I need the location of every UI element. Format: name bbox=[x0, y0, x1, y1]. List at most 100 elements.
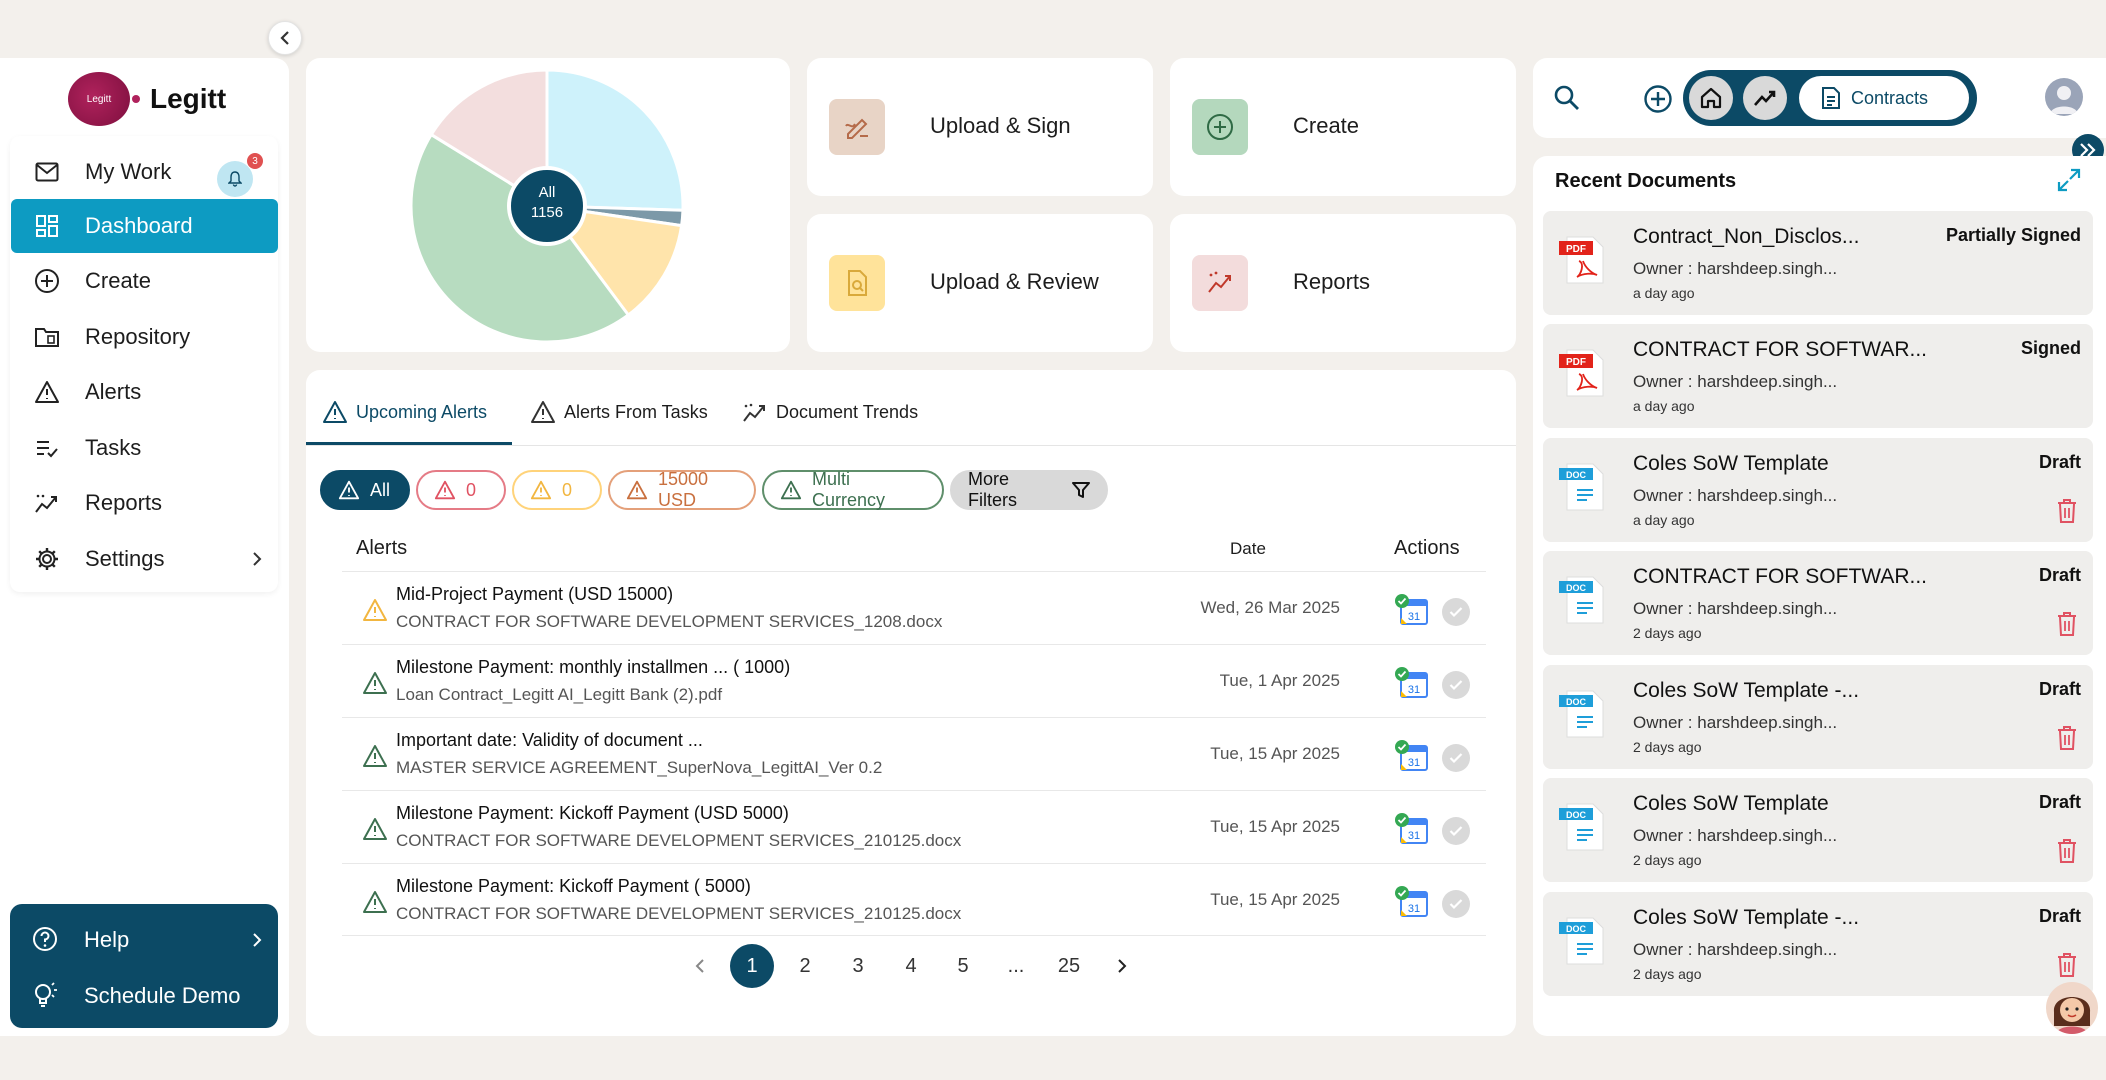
add-icon[interactable] bbox=[1643, 84, 1673, 114]
sidebar-item-create[interactable]: Create bbox=[11, 254, 278, 308]
table-row[interactable]: Milestone Payment: monthly installmen ..… bbox=[342, 644, 1486, 717]
mark-done-check-icon[interactable] bbox=[1442, 817, 1470, 845]
pie-slice-3[interactable] bbox=[543, 203, 684, 318]
sidebar-item-label: Alerts bbox=[85, 379, 142, 404]
app-logo[interactable]: Legitt Legitt bbox=[68, 72, 226, 126]
recent-document-item[interactable]: DOC CONTRACT FOR SOFTWAR... Owner : hars… bbox=[1543, 551, 2093, 655]
delete-icon[interactable] bbox=[2057, 725, 2077, 751]
pagination-page-4[interactable]: 4 bbox=[905, 954, 917, 977]
filter-chip-amount[interactable]: 15000 USD bbox=[608, 469, 756, 510]
mark-done-check-icon[interactable] bbox=[1442, 671, 1470, 699]
pagination-page-last[interactable]: 25 bbox=[1057, 954, 1081, 977]
add-to-calendar-icon[interactable]: 31 bbox=[1395, 594, 1429, 626]
filter-chip-warning[interactable]: 0 bbox=[512, 470, 602, 510]
more-filters-button[interactable]: More Filters bbox=[950, 469, 1108, 510]
search-icon[interactable] bbox=[1553, 84, 1581, 112]
mark-done-check-icon[interactable] bbox=[1442, 890, 1470, 918]
table-row[interactable]: Milestone Payment: Kickoff Payment (USD … bbox=[342, 790, 1486, 863]
table-row[interactable]: Mid-Project Payment (USD 15000) CONTRACT… bbox=[342, 571, 1486, 644]
alert-file: CONTRACT FOR SOFTWARE DEVELOPMENT SERVIC… bbox=[396, 904, 962, 923]
tab-document-trends[interactable]: Document Trends bbox=[742, 392, 918, 432]
pagination-page-3[interactable]: 3 bbox=[852, 954, 864, 977]
alert-date: Wed, 26 Mar 2025 bbox=[1200, 598, 1340, 617]
recent-document-item[interactable]: PDF Contract_Non_Disclos... Owner : hars… bbox=[1543, 211, 2093, 315]
filter-chip-multi-currency[interactable]: Multi Currency bbox=[762, 469, 944, 510]
recent-document-item[interactable]: DOC Coles SoW Template -... Owner : hars… bbox=[1543, 665, 2093, 769]
sidebar-item-label: Settings bbox=[85, 546, 165, 571]
pagination-page-2[interactable]: 2 bbox=[799, 954, 811, 977]
document-status: Draft bbox=[2038, 906, 2081, 926]
recent-document-item[interactable]: DOC Coles SoW Template Owner : harshdeep… bbox=[1543, 778, 2093, 882]
pie-slice-1[interactable] bbox=[545, 68, 685, 212]
sidebar-item-reports[interactable]: Reports bbox=[11, 476, 278, 530]
pie-slice-5[interactable] bbox=[429, 68, 549, 209]
sidebar-item-repository[interactable]: Repository bbox=[11, 310, 278, 364]
table-row[interactable]: Important date: Validity of document ...… bbox=[342, 717, 1486, 790]
pagination-page-1[interactable]: 1 bbox=[730, 944, 774, 988]
add-to-calendar-icon[interactable]: 31 bbox=[1395, 813, 1429, 845]
schedule-demo-button[interactable]: Schedule Demo bbox=[10, 968, 278, 1024]
filter-chip-label: 0 bbox=[562, 479, 573, 500]
upload-review-card[interactable]: Upload & Review bbox=[807, 214, 1153, 352]
recent-document-item[interactable]: DOC Coles SoW Template -... Owner : hars… bbox=[1543, 892, 2093, 996]
tasks-icon bbox=[33, 434, 61, 462]
delete-icon[interactable] bbox=[2057, 952, 2077, 978]
create-plus-icon bbox=[1192, 99, 1248, 155]
alert-title-text: Important date: Validity of document ... bbox=[396, 730, 703, 750]
warning-icon bbox=[780, 480, 802, 500]
document-time: a day ago bbox=[1633, 512, 1695, 528]
user-avatar[interactable] bbox=[2045, 78, 2083, 116]
delete-icon[interactable] bbox=[2057, 838, 2077, 864]
mark-done-check-icon[interactable] bbox=[1442, 598, 1470, 626]
recent-document-item[interactable]: DOC Coles SoW Template Owner : harshdeep… bbox=[1543, 438, 2093, 542]
sidebar-item-tasks[interactable]: Tasks bbox=[11, 421, 278, 475]
pagination-page-5[interactable]: 5 bbox=[957, 954, 969, 977]
add-to-calendar-icon[interactable]: 31 bbox=[1395, 886, 1429, 918]
recent-document-item[interactable]: PDF CONTRACT FOR SOFTWAR... Owner : hars… bbox=[1543, 324, 2093, 428]
document-status-pie-chart[interactable] bbox=[306, 58, 790, 352]
doc-file-icon: DOC bbox=[1557, 800, 1607, 854]
warning-icon bbox=[530, 400, 556, 424]
alert-file: CONTRACT FOR SOFTWARE DEVELOPMENT SERVIC… bbox=[396, 831, 962, 850]
filter-chip-critical[interactable]: 0 bbox=[416, 470, 506, 510]
sidebar-item-my-work[interactable]: My Work 3 bbox=[11, 145, 278, 199]
pagination-prev-button[interactable] bbox=[678, 944, 722, 988]
upload-sign-card[interactable]: Upload & Sign bbox=[807, 58, 1153, 196]
home-button[interactable] bbox=[1689, 76, 1733, 120]
pie-slice-4[interactable] bbox=[409, 132, 631, 344]
sidebar-item-label: My Work bbox=[85, 159, 172, 184]
document-owner: Owner : harshdeep.singh... bbox=[1633, 940, 1838, 959]
sidebar-item-dashboard[interactable]: Dashboard bbox=[11, 199, 278, 253]
alert-amount: (USD 5000) bbox=[693, 803, 789, 823]
analytics-button[interactable] bbox=[1743, 76, 1787, 120]
help-panel: Help Schedule Demo bbox=[10, 904, 278, 1028]
mark-done-check-icon[interactable] bbox=[1442, 744, 1470, 772]
add-to-calendar-icon[interactable]: 31 bbox=[1395, 667, 1429, 699]
expand-icon[interactable] bbox=[2057, 168, 2081, 192]
alert-date: Tue, 15 Apr 2025 bbox=[1210, 744, 1340, 763]
delete-icon[interactable] bbox=[2057, 611, 2077, 637]
filter-chip-all[interactable]: All bbox=[320, 470, 410, 510]
delete-icon[interactable] bbox=[2057, 498, 2077, 524]
pagination-next-button[interactable] bbox=[1100, 944, 1144, 988]
contracts-button[interactable]: Contracts bbox=[1799, 76, 1969, 120]
sidebar-item-settings[interactable]: Settings bbox=[11, 532, 278, 586]
warning-icon bbox=[362, 890, 388, 914]
reports-card[interactable]: Reports bbox=[1170, 214, 1516, 352]
filter-chip-label: 0 bbox=[466, 479, 477, 500]
alert-title-text: Milestone Payment: Kickoff Payment bbox=[396, 803, 689, 823]
create-card[interactable]: Create bbox=[1170, 58, 1516, 196]
svg-text:DOC: DOC bbox=[1566, 924, 1587, 934]
sidebar-item-alerts[interactable]: Alerts bbox=[11, 365, 278, 419]
help-button[interactable]: Help bbox=[10, 912, 278, 968]
collapse-sidebar-button[interactable] bbox=[268, 21, 302, 55]
bell-icon[interactable] bbox=[217, 161, 253, 197]
document-status: Partially Signed bbox=[1945, 225, 2081, 245]
table-row[interactable]: Milestone Payment: Kickoff Payment ( 500… bbox=[342, 863, 1486, 936]
tab-upcoming-alerts[interactable]: Upcoming Alerts bbox=[322, 392, 487, 432]
pie-center-circle[interactable] bbox=[507, 166, 587, 246]
ai-assistant-avatar[interactable] bbox=[2046, 982, 2098, 1034]
add-to-calendar-icon[interactable]: 31 bbox=[1395, 740, 1429, 772]
svg-text:DOC: DOC bbox=[1566, 697, 1587, 707]
tab-alerts-from-tasks[interactable]: Alerts From Tasks bbox=[530, 392, 708, 432]
